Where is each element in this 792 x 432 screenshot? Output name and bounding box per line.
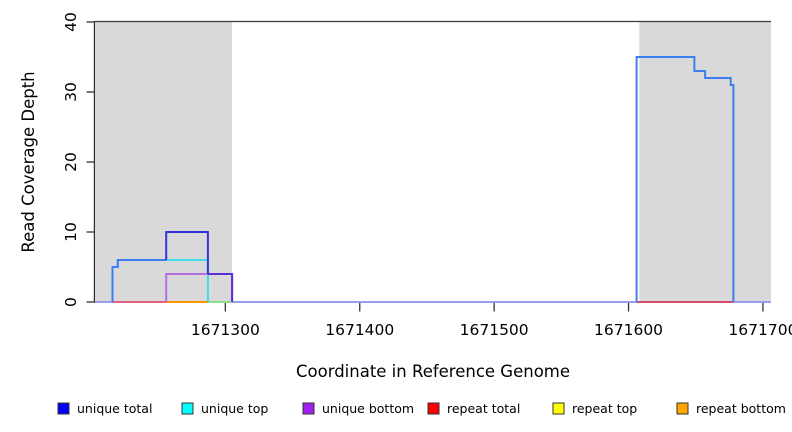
legend-label-unique-bottom: unique bottom [322,401,414,416]
x-tick-label: 1671700 [728,321,792,339]
y-axis-title: Read Coverage Depth [19,71,38,252]
legend-swatch-unique-bottom [302,402,315,415]
legend-label-unique-total: unique total [77,401,152,416]
coverage-step-line [165,231,209,274]
coverage-step-line [207,273,234,302]
legend: unique total unique top unique bottom repea… [57,401,786,416]
legend-swatch-unique-total [57,402,70,415]
x-axis-title: Coordinate in Reference Genome [296,362,570,381]
repeat-region-rect [639,22,771,302]
legend-label-repeat-total: repeat total [447,401,520,416]
x-tick-label: 1671300 [191,321,260,339]
legend-label-repeat-top: repeat top [572,401,637,416]
y-axis: 0 10 20 30 40 [62,12,95,307]
y-tick-label: 40 [62,12,80,32]
repeat-region-shading [95,22,771,302]
y-tick-label: 0 [62,297,80,307]
coverage-step-line [635,56,735,302]
x-tick-label: 1671500 [460,321,529,339]
y-tick-label: 20 [62,152,80,172]
y-tick-label: 30 [62,82,80,102]
x-axis: 1671300 1671400 1671500 1671600 1671700 [191,303,792,339]
legend-swatch-repeat-top [552,402,565,415]
legend-swatch-repeat-bottom [676,402,689,415]
legend-label-unique-top: unique top [201,401,268,416]
coverage-step-line [111,259,167,302]
coverage-series-lines [95,56,771,303]
legend-swatch-unique-top [181,402,194,415]
repeat-region-rect [95,22,233,302]
x-tick-label: 1671600 [594,321,663,339]
y-tick-label: 10 [62,222,80,242]
legend-label-repeat-bottom: repeat bottom [696,401,786,416]
x-tick-label: 1671400 [325,321,394,339]
legend-swatch-repeat-total [427,402,440,415]
